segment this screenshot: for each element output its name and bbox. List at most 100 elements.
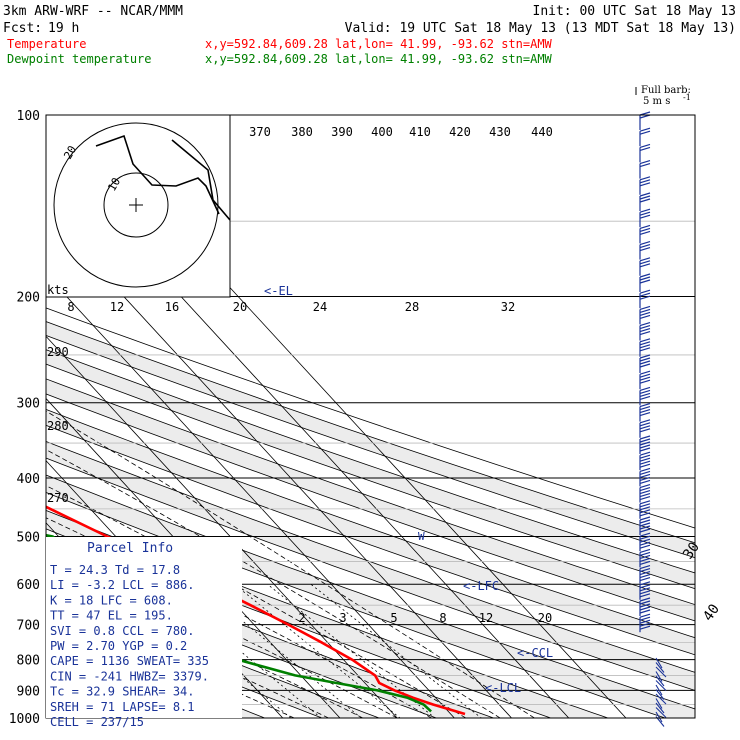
- wind-barb-flag: [639, 493, 651, 498]
- wind-barb: [639, 208, 651, 228]
- wind-barb-flag: [639, 538, 651, 543]
- wind-barb: [639, 241, 651, 260]
- wind-barb-flag: [639, 532, 651, 537]
- wind-barb: [639, 338, 651, 357]
- wind-barb-flag: [639, 182, 651, 187]
- wind-barb-flag: [639, 244, 651, 249]
- wind-barb-flag: [639, 506, 651, 511]
- hodograph-ring-label: 20: [61, 144, 79, 162]
- wind-barb-flag: [639, 211, 651, 216]
- wind-barb-flag: [639, 360, 651, 365]
- isentrope-label: 440: [531, 125, 553, 139]
- dry-adiabat-line: [46, 307, 695, 529]
- mixing-ratio-label: 20: [538, 611, 552, 625]
- wind-barb-flag: [639, 522, 651, 527]
- wind-barb-staff: [655, 707, 667, 718]
- wind-barb-flag: [639, 441, 651, 446]
- wind-barb: [639, 435, 651, 454]
- isotherm-line: [0, 102, 8, 731]
- wind-barb-flag: [639, 195, 651, 200]
- isotherm-label: 30: [680, 539, 703, 562]
- wind-legend-unit: 5 m s: [643, 96, 670, 107]
- dry-adiabat-line: [46, 393, 695, 622]
- wind-barb-flag: [639, 257, 651, 262]
- wind-barb-flag: [639, 435, 651, 440]
- wind-barb-flag: [639, 176, 651, 181]
- wind-barb-flag: [639, 509, 651, 514]
- dry-adiabat-line: [46, 457, 695, 691]
- wind-barb: [639, 532, 651, 552]
- wind-barb-staff: [655, 671, 663, 682]
- wind-barb-flag: [639, 568, 651, 573]
- parcel-info-row: CAPE = 1136 SWEAT= 335: [50, 654, 209, 668]
- wind-barb-flag: [639, 376, 651, 381]
- isentrope-label: 410: [409, 125, 431, 139]
- wind-barb-flag: [639, 308, 651, 313]
- wind-barb-flag: [639, 289, 651, 294]
- wind-barb: [639, 192, 651, 211]
- wind-barb-flag: [639, 454, 651, 459]
- wind-barb-flag: [639, 160, 651, 165]
- hodograph-ring: [103, 172, 169, 238]
- dry-adiabat-line: [46, 335, 695, 559]
- wind-barb-flag: [639, 328, 651, 333]
- hodograph-speed-label: 28: [405, 300, 419, 314]
- wind-barb-flag: [639, 419, 651, 424]
- chart-labels: 1002003004005006007008009001000-80-70-60…: [3, 4, 736, 729]
- wind-barb-flag: [639, 341, 651, 346]
- wind-barb-flag: [639, 463, 651, 468]
- wind-barb-flag: [639, 590, 651, 595]
- wind-barb-flag: [639, 208, 651, 213]
- wind-barb-flag: [639, 574, 651, 579]
- hodograph-speed-label: 16: [165, 300, 179, 314]
- adiabat-band: [46, 441, 695, 691]
- wind-barb-flag: [639, 179, 651, 184]
- wind-barb-flag: [639, 460, 651, 465]
- dry-adiabat-line: [46, 492, 667, 718]
- wind-barb-flag: [639, 625, 651, 630]
- theta-label: 280: [47, 419, 69, 433]
- mixing-ratio-line: [234, 583, 401, 718]
- ccl-marker: <-CCL: [517, 646, 553, 660]
- wind-barb: [639, 613, 651, 633]
- pressure-tick-label: 600: [17, 578, 40, 593]
- wind-barb-flag: [639, 606, 651, 611]
- wind-barb-flag: [639, 305, 651, 310]
- hodograph-frame: [45, 114, 231, 298]
- hodograph: 10 20: [45, 114, 231, 298]
- pressure-tick-label: 900: [17, 684, 40, 699]
- wind-barb-flag: [639, 484, 651, 489]
- wind-barb-flag: [639, 130, 651, 135]
- hodograph-speed-label: 32: [501, 300, 515, 314]
- parcel-info-title: Parcel Info: [87, 541, 173, 556]
- pressure-tick-label: 400: [17, 472, 40, 487]
- wind-barb-flag: [639, 395, 651, 400]
- wind-barb-flag: [639, 198, 651, 203]
- wind-barb-flag: [639, 192, 651, 197]
- wind-barb-flag: [639, 425, 651, 430]
- wind-barb: [639, 484, 651, 503]
- wind-barb: [639, 257, 651, 276]
- wind-barb-flag: [639, 392, 651, 397]
- wind-barb-flag: [639, 428, 651, 433]
- dry-adiabat-line: [46, 607, 324, 718]
- wind-barb-flag: [639, 622, 651, 627]
- wind-barb-flag: [639, 127, 651, 132]
- legend-dewpoint-label: Dewpoint temperature: [7, 52, 152, 66]
- theta-label: 290: [47, 345, 69, 359]
- wind-barb: [639, 597, 651, 616]
- wind-barb: [639, 370, 651, 390]
- wind-barb-flag: [639, 600, 651, 605]
- wind-barb: [639, 127, 651, 147]
- wind-barb-flag: [639, 560, 651, 565]
- wind-barb-flag: [639, 565, 651, 570]
- isentrope-label: 400: [371, 125, 393, 139]
- mixing-ratio-line: [310, 583, 483, 718]
- wind-barb-flag: [639, 447, 651, 452]
- lfc-marker: <-LFC: [463, 579, 499, 593]
- wind-barb-staff: [655, 657, 663, 669]
- wind-barb: [639, 354, 651, 373]
- pressure-tick-label: 500: [17, 530, 40, 545]
- wind-barb-flag: [639, 597, 651, 602]
- wind-barb-staff: [655, 689, 665, 700]
